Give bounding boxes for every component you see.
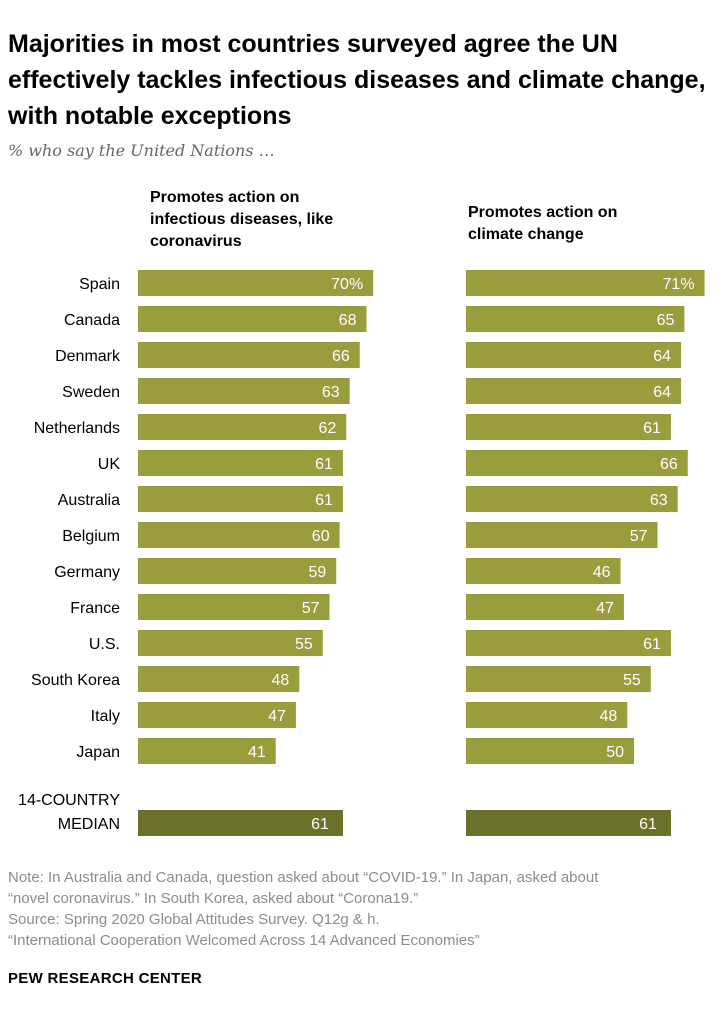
bar-value-label: 64 — [653, 348, 671, 365]
bar-uk-series-2 — [466, 450, 688, 476]
bar-france-series-2 — [466, 594, 624, 620]
bar-canada-series-1 — [138, 306, 367, 332]
bar-value-label: 60 — [312, 528, 330, 545]
bar-value-label: 63 — [650, 492, 668, 509]
bar-japan-series-2 — [466, 738, 634, 764]
category-label-france: France — [70, 600, 120, 617]
category-label-uk: UK — [98, 456, 121, 473]
bar-value-label: 64 — [653, 384, 671, 401]
bar-u-s-series-2 — [466, 630, 671, 656]
bar-value-label: 46 — [593, 564, 611, 581]
bar-denmark-series-2 — [466, 342, 682, 368]
bar-italy-series-1 — [138, 702, 296, 728]
bar-south-korea-series-2 — [466, 666, 651, 692]
bar-south-korea-series-1 — [138, 666, 300, 692]
bar-australia-series-2 — [466, 486, 678, 512]
chart-notes: Note: In Australia and Canada, question … — [8, 867, 708, 951]
bar-spain-series-1 — [138, 270, 374, 296]
bar-value-label: 57 — [302, 600, 320, 617]
bar-value-label: 41 — [248, 744, 266, 761]
bar-australia-series-1 — [138, 486, 343, 512]
bar-value-label: 66 — [332, 348, 350, 365]
note-line: “novel coronavirus.” In South Korea, ask… — [8, 890, 419, 907]
bar-value-label: 47 — [596, 600, 614, 617]
median-value-label: 61 — [311, 816, 329, 833]
bar-u-s-series-1 — [138, 630, 323, 656]
bar-value-label: 71% — [663, 276, 695, 293]
note-line: Note: In Australia and Canada, question … — [8, 869, 599, 886]
bar-belgium-series-2 — [466, 522, 658, 548]
bar-sweden-series-2 — [466, 378, 682, 404]
chart-title: Majorities in most countries surveyed ag… — [8, 30, 706, 130]
category-label-netherlands: Netherlands — [34, 420, 120, 437]
bar-france-series-1 — [138, 594, 330, 620]
bar-value-label: 57 — [630, 528, 648, 545]
bar-netherlands-series-1 — [138, 414, 347, 440]
source-line: Source: Spring 2020 Global Attitudes Sur… — [8, 911, 380, 928]
median-bar-series-2 — [466, 810, 671, 836]
category-label-canada: Canada — [64, 312, 120, 329]
category-label-denmark: Denmark — [55, 348, 121, 365]
median-value-label: 61 — [639, 816, 657, 833]
column-header-climate-change: Promotes action on climate change — [468, 202, 658, 246]
bar-uk-series-1 — [138, 450, 343, 476]
bar-denmark-series-1 — [138, 342, 360, 368]
category-label-australia: Australia — [58, 492, 120, 509]
chart-subtitle: % who say the United Nations … — [8, 141, 275, 160]
category-label-sweden: Sweden — [62, 384, 120, 401]
bar-value-label: 62 — [319, 420, 337, 437]
bar-value-label: 55 — [623, 672, 641, 689]
bar-sweden-series-1 — [138, 378, 350, 404]
category-label-italy: Italy — [91, 708, 120, 725]
median-label-line1: 14-COUNTRY — [18, 792, 120, 809]
column-header-text: Promotes action on climate change — [468, 204, 618, 243]
report-title-line: “International Cooperation Welcomed Acro… — [8, 932, 480, 949]
bar-value-label: 50 — [606, 744, 624, 761]
bar-italy-series-2 — [466, 702, 628, 728]
category-label-spain: Spain — [79, 276, 120, 293]
bar-value-label: 68 — [339, 312, 357, 329]
bar-spain-series-2 — [466, 270, 705, 296]
bar-canada-series-2 — [466, 306, 685, 332]
category-label-belgium: Belgium — [62, 528, 120, 545]
bar-value-label: 63 — [322, 384, 340, 401]
bar-value-label: 61 — [643, 420, 661, 437]
bar-value-label: 61 — [315, 492, 333, 509]
bar-value-label: 48 — [271, 672, 289, 689]
bar-japan-series-1 — [138, 738, 276, 764]
median-label-line2: MEDIAN — [58, 816, 120, 833]
brand-logo-text: PEW RESEARCH CENTER — [8, 970, 203, 987]
bar-value-label: 61 — [315, 456, 333, 473]
column-header-text: Promotes action on infectious diseases, … — [150, 189, 334, 250]
bar-value-label: 70% — [331, 276, 363, 293]
bar-germany-series-1 — [138, 558, 337, 584]
bar-value-label: 47 — [268, 708, 286, 725]
bar-chart: Spain 70% 71% Canada 68 65 Denmark 66 64 Sweden 63… — [18, 270, 705, 836]
bar-value-label: 59 — [308, 564, 326, 581]
category-label-south-korea: South Korea — [31, 672, 120, 689]
column-header-infectious-diseases: Promotes action on infectious diseases, … — [150, 187, 360, 253]
bar-germany-series-2 — [466, 558, 621, 584]
median-bar-series-1 — [138, 810, 343, 836]
bar-value-label: 66 — [660, 456, 678, 473]
bar-value-label: 55 — [295, 636, 313, 653]
bar-belgium-series-1 — [138, 522, 340, 548]
bar-value-label: 61 — [643, 636, 661, 653]
bar-netherlands-series-2 — [466, 414, 671, 440]
category-label-u-s: U.S. — [89, 636, 120, 653]
bar-value-label: 48 — [599, 708, 617, 725]
category-label-japan: Japan — [76, 744, 120, 761]
category-label-germany: Germany — [54, 564, 120, 581]
bar-value-label: 65 — [657, 312, 675, 329]
